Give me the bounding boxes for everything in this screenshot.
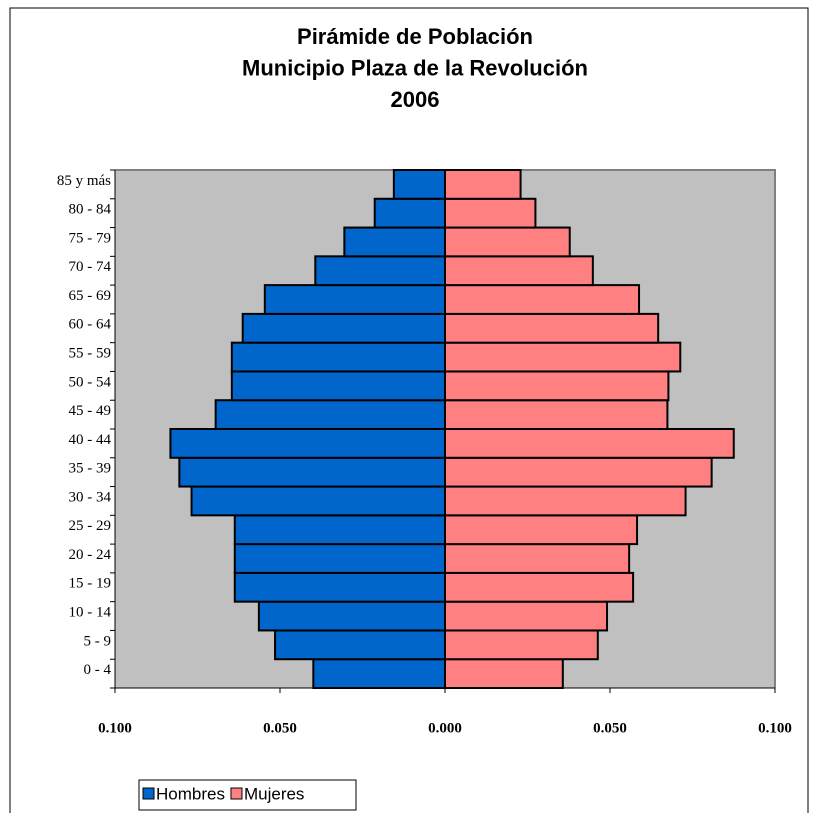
bar	[343, 226, 447, 258]
bar	[444, 543, 631, 574]
y-tick-label: 65 - 69	[69, 288, 112, 304]
bar	[373, 197, 446, 229]
legend-label: Mujeres	[244, 784, 304, 803]
y-tick-label: 55 - 59	[69, 345, 112, 361]
bar	[312, 658, 446, 690]
chart-title: Pirámide de Población	[297, 24, 533, 49]
bar	[444, 284, 641, 315]
y-tick-label: 75 - 79	[69, 230, 112, 246]
bar	[230, 341, 446, 373]
bar	[444, 514, 639, 546]
bar	[314, 255, 446, 287]
y-tick-label: 70 - 74	[69, 259, 112, 275]
bar	[169, 428, 446, 459]
legend-box	[138, 779, 357, 811]
bar	[444, 255, 594, 287]
x-tick-label: 0.000	[428, 720, 462, 736]
bar	[257, 600, 446, 632]
bar	[444, 226, 571, 258]
bar	[444, 571, 635, 603]
bar	[444, 197, 537, 229]
y-tick-label: 30 - 34	[69, 489, 112, 505]
y-tick-label: 85 y más	[57, 173, 111, 189]
x-tick-label: 0.100	[758, 720, 792, 736]
bar	[214, 399, 446, 431]
y-tick-label: 40 - 44	[69, 432, 112, 448]
y-tick-label: 45 - 49	[69, 403, 112, 419]
legend-label: Hombres	[156, 784, 225, 803]
bar	[444, 169, 522, 200]
bar	[444, 629, 599, 661]
y-tick-label: 50 - 54	[69, 374, 112, 390]
legend-swatch	[142, 787, 155, 800]
x-tick-label: 0.050	[263, 720, 297, 736]
bar	[444, 658, 564, 690]
bar	[190, 485, 446, 517]
bar	[178, 456, 446, 488]
x-tick-label: 0.100	[98, 720, 132, 736]
y-tick-label: 15 - 19	[69, 576, 112, 592]
y-tick-label: 80 - 84	[69, 202, 112, 218]
bar	[392, 169, 447, 200]
bar	[274, 629, 446, 661]
bar	[233, 514, 446, 546]
y-tick-label: 25 - 29	[69, 518, 112, 534]
bar	[444, 341, 682, 373]
bar	[230, 370, 446, 402]
y-tick-label: 35 - 39	[69, 461, 112, 477]
chart-title: Municipio Plaza de la Revolución	[242, 55, 588, 80]
y-tick-label: 10 - 14	[69, 604, 112, 620]
x-tick-label: 0.050	[593, 720, 627, 736]
y-tick-label: 0 - 4	[84, 662, 112, 678]
bar	[444, 428, 735, 459]
bar	[444, 485, 687, 517]
legend-swatch	[230, 787, 243, 800]
bar	[263, 284, 446, 315]
plot-border	[115, 169, 776, 688]
bar	[233, 571, 446, 603]
y-tick-label: 20 - 24	[69, 547, 112, 563]
bar	[233, 543, 446, 574]
bar	[444, 312, 660, 344]
y-tick-label: 60 - 64	[69, 317, 112, 333]
bar	[444, 600, 609, 632]
chart-title: 2006	[391, 87, 440, 112]
bar	[444, 370, 670, 402]
bar	[444, 456, 713, 488]
bar	[241, 312, 446, 344]
bar	[444, 399, 669, 431]
y-tick-label: 5 - 9	[84, 633, 112, 649]
